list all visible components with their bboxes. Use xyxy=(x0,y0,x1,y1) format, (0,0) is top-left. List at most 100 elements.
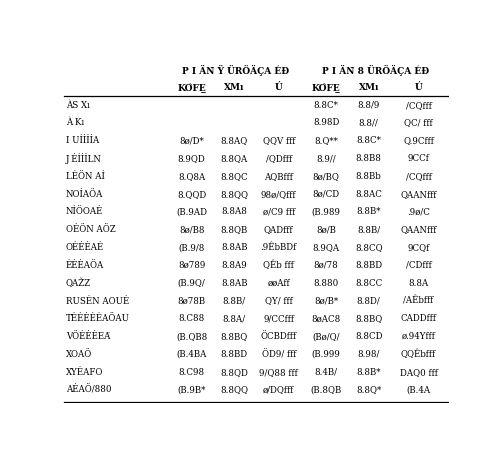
Text: 8.8AC: 8.8AC xyxy=(355,190,382,199)
Text: 8.9//: 8.9// xyxy=(316,154,336,163)
Text: 8.8CD: 8.8CD xyxy=(355,332,383,341)
Text: 8.8QQ: 8.8QQ xyxy=(221,190,249,199)
Text: .9ø/C: .9ø/C xyxy=(407,207,430,217)
Text: 8ø/D*: 8ø/D* xyxy=(179,136,204,145)
Text: ÖCBDfff: ÖCBDfff xyxy=(260,332,297,341)
Text: 8.QQD: 8.QQD xyxy=(177,190,206,199)
Text: 8ø78B: 8ø78B xyxy=(178,297,206,305)
Text: /CDfff: /CDfff xyxy=(406,261,431,270)
Text: (B.989: (B.989 xyxy=(311,207,341,217)
Text: KÔFE̲: KÔFE̲ xyxy=(312,83,340,92)
Text: .9ÊbBDf: .9ÊbBDf xyxy=(260,243,297,252)
Text: 8.8BD: 8.8BD xyxy=(355,261,382,270)
Text: 8ø789: 8ø789 xyxy=(178,261,206,270)
Text: 8.8A: 8.8A xyxy=(408,279,429,288)
Text: 8.8AB: 8.8AB xyxy=(221,279,248,288)
Text: P I ÄN̈ Ÿ ÜRÖÄÇA ÉÐ: P I ÄN̈ Ÿ ÜRÖÄÇA ÉÐ xyxy=(183,65,289,77)
Text: LĖÖN Aİ: LĖÖN Aİ xyxy=(66,172,105,181)
Text: 8.8A8: 8.8A8 xyxy=(222,207,248,217)
Text: 8.Q**: 8.Q** xyxy=(314,136,338,145)
Text: 8.8QB: 8.8QB xyxy=(221,225,248,234)
Text: (B.8QB: (B.8QB xyxy=(310,386,342,395)
Text: ø.94Yfff: ø.94Yfff xyxy=(402,332,436,341)
Text: ø/C9 fff: ø/C9 fff xyxy=(262,207,295,217)
Text: 9CQf: 9CQf xyxy=(407,243,430,252)
Text: 9CCf: 9CCf xyxy=(408,154,430,163)
Text: 8ø/BQ: 8ø/BQ xyxy=(313,172,339,181)
Text: I UİİİİA: I UİİİİA xyxy=(66,136,99,145)
Text: 8.Q8A: 8.Q8A xyxy=(178,172,205,181)
Text: 8.8Bb: 8.8Bb xyxy=(356,172,382,181)
Text: 8.C98: 8.C98 xyxy=(179,368,205,377)
Text: QQV fff: QQV fff xyxy=(262,136,295,145)
Text: QAANfff: QAANfff xyxy=(400,225,437,234)
Text: (B.9B*: (B.9B* xyxy=(178,386,206,395)
Text: 8.8AB: 8.8AB xyxy=(221,243,248,252)
Text: 8ø/CD: 8ø/CD xyxy=(312,190,340,199)
Text: 8.8BQ: 8.8BQ xyxy=(355,314,382,323)
Text: ĖĖĖAÖA: ĖĖĖAÖA xyxy=(66,261,104,270)
Text: 9/CCfff: 9/CCfff xyxy=(263,314,294,323)
Text: NİÖOAĖ: NİÖOAĖ xyxy=(66,207,103,217)
Text: XYĖAFO: XYĖAFO xyxy=(66,368,103,377)
Text: Ú: Ú xyxy=(275,83,282,92)
Text: CADDfff: CADDfff xyxy=(401,314,437,323)
Text: /CQfff: /CQfff xyxy=(406,172,432,181)
Text: 8.C88: 8.C88 xyxy=(179,314,205,323)
Text: øøAff: øøAff xyxy=(267,279,290,288)
Text: QADfff: QADfff xyxy=(264,225,293,234)
Text: QAŽZ: QAŽZ xyxy=(66,279,91,288)
Text: ÀS Xı: ÀS Xı xyxy=(66,101,90,110)
Text: 98ø/Qfff: 98ø/Qfff xyxy=(261,190,296,199)
Text: 8.8B8: 8.8B8 xyxy=(356,154,382,163)
Text: 8.8BQ: 8.8BQ xyxy=(221,332,248,341)
Text: ÖD9/ fff: ÖD9/ fff xyxy=(261,350,296,359)
Text: RUSĖN AOUĖ: RUSĖN AOUĖ xyxy=(66,297,129,305)
Text: TĖĖĖĖĖAÖAU: TĖĖĖĖĖAÖAU xyxy=(66,314,130,323)
Text: (Bø/Q/: (Bø/Q/ xyxy=(312,332,340,341)
Text: OĖĖĖAĖ: OĖĖĖAĖ xyxy=(66,243,104,252)
Text: 8.8BD: 8.8BD xyxy=(221,350,248,359)
Text: 8.8B/: 8.8B/ xyxy=(357,225,380,234)
Text: /AÊbfff: /AÊbfff xyxy=(403,297,434,305)
Text: QQÊbfff: QQÊbfff xyxy=(401,350,436,359)
Text: 8.8B*: 8.8B* xyxy=(356,207,381,217)
Text: XMı: XMı xyxy=(224,83,245,92)
Text: J ĖİİİLN: J ĖİİİLN xyxy=(66,153,102,164)
Text: Q.9Cfff: Q.9Cfff xyxy=(403,136,434,145)
Text: 8.8B*: 8.8B* xyxy=(356,368,381,377)
Text: VÖĖĖĖEÄ: VÖĖĖĖEÄ xyxy=(66,332,110,341)
Text: (B.QB8: (B.QB8 xyxy=(176,332,207,341)
Text: 8øAC8: 8øAC8 xyxy=(311,314,341,323)
Text: 8.8AQ: 8.8AQ xyxy=(221,136,248,145)
Text: AĖAÖ/880: AĖAÖ/880 xyxy=(66,386,111,395)
Text: P I ÄN̈ 8 ÜRÖÄÇA ÉÐ: P I ÄN̈ 8 ÜRÖÄÇA ÉÐ xyxy=(322,65,429,77)
Text: DAQ0 fff: DAQ0 fff xyxy=(400,368,438,377)
Text: (B.4A: (B.4A xyxy=(406,386,431,395)
Text: QÊb fff: QÊb fff xyxy=(263,260,294,270)
Text: AQBfff: AQBfff xyxy=(264,172,293,181)
Text: 8.8//: 8.8// xyxy=(359,118,379,127)
Text: QC/ fff: QC/ fff xyxy=(404,118,433,127)
Text: 8.8QQ: 8.8QQ xyxy=(221,386,249,395)
Text: OĖÖN AÖZ: OĖÖN AÖZ xyxy=(66,225,116,234)
Text: 8.4B/: 8.4B/ xyxy=(314,368,338,377)
Text: QY/ fff: QY/ fff xyxy=(265,297,292,305)
Text: 8.8CC: 8.8CC xyxy=(355,279,382,288)
Text: 8.8CQ: 8.8CQ xyxy=(355,243,383,252)
Text: 8.9QD: 8.9QD xyxy=(178,154,206,163)
Text: /CQfff: /CQfff xyxy=(406,101,432,110)
Text: 8ø/B: 8ø/B xyxy=(316,225,336,234)
Text: 8.8QC: 8.8QC xyxy=(221,172,248,181)
Text: /QDfff: /QDfff xyxy=(265,154,292,163)
Text: 8ø/78: 8ø/78 xyxy=(314,261,338,270)
Text: ø/DQfff: ø/DQfff xyxy=(263,386,294,395)
Text: 8ø/B*: 8ø/B* xyxy=(314,297,338,305)
Text: (B.9Q/: (B.9Q/ xyxy=(178,279,206,288)
Text: NOİAÖA: NOİAÖA xyxy=(66,190,103,199)
Text: 8.98D: 8.98D xyxy=(313,118,339,127)
Text: KÔFE̲: KÔFE̲ xyxy=(177,83,206,92)
Text: 8.8A/: 8.8A/ xyxy=(223,314,246,323)
Text: XOAÖ: XOAÖ xyxy=(66,350,92,359)
Text: 8.8B/: 8.8B/ xyxy=(223,297,246,305)
